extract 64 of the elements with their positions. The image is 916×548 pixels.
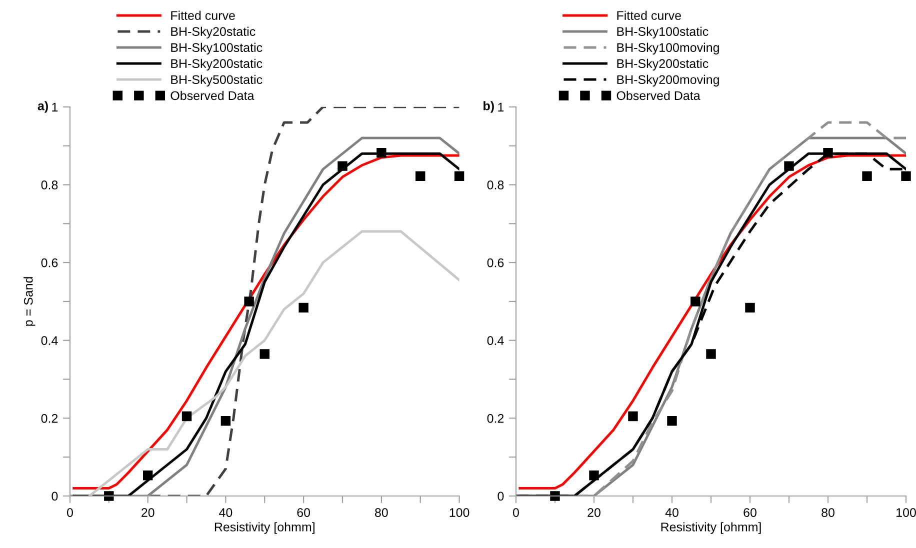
- x-tick-label: 80: [822, 508, 834, 517]
- x-tick-label: 100: [896, 508, 916, 517]
- legend-label: BH-Sky100moving: [617, 42, 719, 54]
- y-tick-label: 0.2: [487, 414, 504, 423]
- point: [667, 416, 677, 426]
- legend-label: BH-Sky100static: [171, 42, 262, 54]
- y-tick-label: 0: [498, 492, 504, 501]
- legend-label: Observed Data: [616, 90, 700, 100]
- x-tick-label: 20: [142, 508, 154, 517]
- point: [415, 171, 426, 182]
- point: [823, 148, 833, 158]
- point: [901, 171, 911, 182]
- point: [690, 296, 700, 306]
- point: [220, 416, 231, 426]
- legend-label: BH-Sky200static: [617, 58, 708, 70]
- x-tick-label: 40: [665, 508, 678, 517]
- legend-label: BH-Sky200moving: [617, 74, 719, 87]
- x-tick-label: 40: [219, 508, 232, 517]
- y-tick-label: 0.6: [487, 258, 504, 268]
- x-tick-label: 60: [744, 508, 756, 517]
- y-tick-label: 1: [498, 102, 504, 112]
- x-axis-title: Resistivity [ohmm]: [661, 522, 761, 534]
- x-tick-label: 60: [297, 508, 310, 517]
- point: [706, 349, 716, 359]
- chart-title: b): [484, 101, 494, 113]
- y-tick-label: 0.8: [487, 180, 504, 190]
- y-tick-label: 0.4: [41, 336, 58, 346]
- point: [104, 491, 114, 501]
- legend-label: Observed Data: [170, 90, 254, 100]
- x-axis-title: Resistivity [ohmm]: [214, 522, 314, 534]
- y-tick-label: 0.4: [487, 336, 504, 346]
- point: [745, 302, 755, 313]
- y-tick-label: 0: [52, 492, 58, 501]
- legend-label: Fitted curve: [171, 10, 235, 20]
- point: [298, 302, 308, 313]
- legend-label: BH-Sky200static: [171, 58, 262, 70]
- x-tick-label: 0: [512, 508, 519, 517]
- y-axis-title: p = Sand: [24, 277, 36, 326]
- x-tick-label: 80: [375, 508, 388, 517]
- point: [338, 161, 348, 171]
- legend-label: BH-Sky20static: [171, 26, 256, 38]
- point: [244, 296, 254, 306]
- legend-label: BH-Sky100static: [617, 26, 708, 38]
- point: [142, 470, 153, 480]
- y-tick-label: 1: [52, 102, 58, 112]
- legend-label: Fitted curve: [617, 10, 681, 20]
- point: [376, 148, 386, 158]
- point: [628, 411, 638, 422]
- point: [784, 161, 794, 171]
- point: [454, 171, 464, 182]
- y-tick-label: 0.8: [41, 180, 58, 190]
- point: [589, 470, 599, 480]
- line-series: [88, 230, 460, 496]
- x-tick-label: 100: [450, 508, 470, 517]
- chart-title: a): [38, 101, 48, 113]
- y-tick-label: 0.2: [41, 414, 58, 423]
- point: [260, 349, 270, 359]
- legend-label: BH-Sky500static: [171, 74, 262, 87]
- y-tick-label: 0.6: [41, 258, 58, 268]
- x-tick-label: 20: [588, 508, 600, 517]
- x-tick-label: 0: [66, 508, 73, 517]
- point: [550, 491, 560, 501]
- point: [182, 411, 192, 422]
- point: [862, 171, 872, 182]
